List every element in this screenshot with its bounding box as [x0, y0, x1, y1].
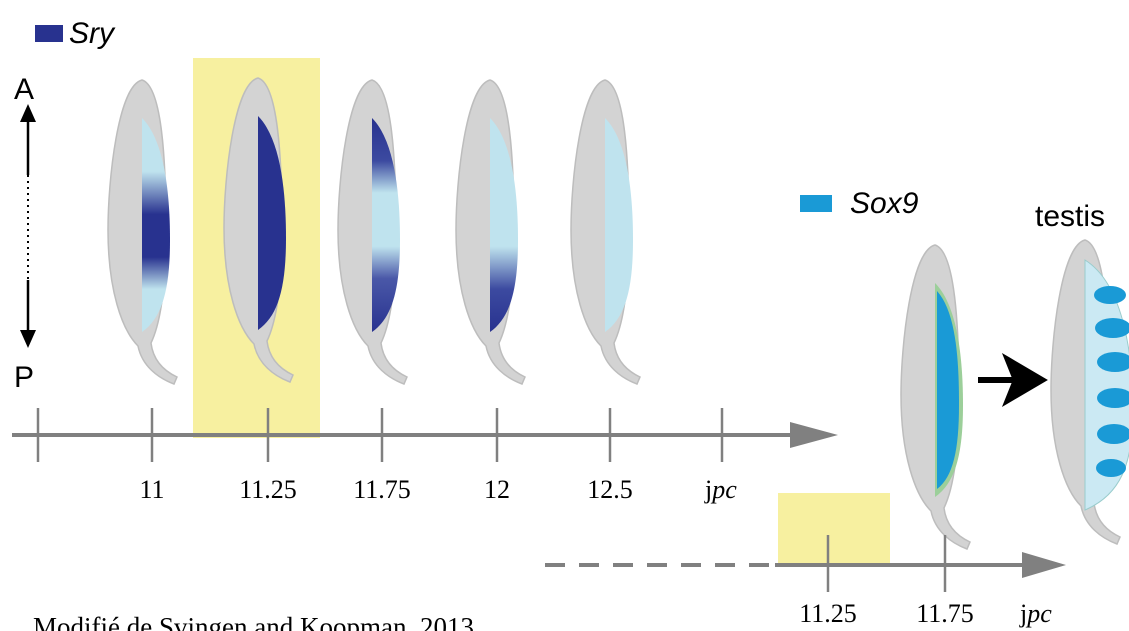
legend-swatch	[800, 195, 832, 212]
ticks: 11 11.25 11.75 12 12.5 11.25 11.75	[36, 408, 974, 628]
gonad-expression	[142, 118, 170, 332]
gonads	[107, 77, 641, 385]
gonad-expression	[605, 118, 633, 332]
unit-label: jpc	[1019, 599, 1052, 628]
gonad-sry	[455, 79, 526, 385]
highlight	[778, 493, 890, 563]
gonad-sox9	[900, 244, 971, 550]
tick-label: 11.25	[239, 475, 297, 504]
unit-label: jpc	[704, 475, 737, 504]
tick-label: 12.5	[587, 475, 633, 504]
tick-label: 11.75	[353, 475, 411, 504]
anterior-label: A	[14, 73, 34, 106]
tick-label: 12	[484, 475, 510, 504]
arrow	[978, 352, 1048, 408]
arrowhead	[1022, 552, 1066, 578]
legend-label: Sox9	[850, 187, 919, 220]
arrowhead	[790, 422, 838, 448]
gonad-testis	[1050, 239, 1129, 545]
tick-label: 11	[139, 475, 164, 504]
gonad-sry	[570, 79, 641, 385]
caption: Modifié de Svingen and Koopman, 2013	[33, 612, 474, 631]
gonad-sry	[107, 79, 178, 385]
unit-pc: pc	[1025, 599, 1052, 628]
legend-label: Sry	[69, 17, 116, 50]
gonad-expression	[372, 118, 400, 332]
testis-label: testis	[1035, 200, 1105, 233]
posterior-label: P	[14, 361, 34, 394]
unit-pc: pc	[710, 475, 737, 504]
tick-label: 11.75	[916, 599, 974, 628]
legend-swatch	[35, 25, 63, 42]
tick-label: 11.25	[799, 599, 857, 628]
gonad-sry	[337, 79, 408, 385]
unit-j: j	[1019, 599, 1027, 628]
gonad-expression	[490, 118, 518, 332]
unit-j: j	[704, 475, 712, 504]
